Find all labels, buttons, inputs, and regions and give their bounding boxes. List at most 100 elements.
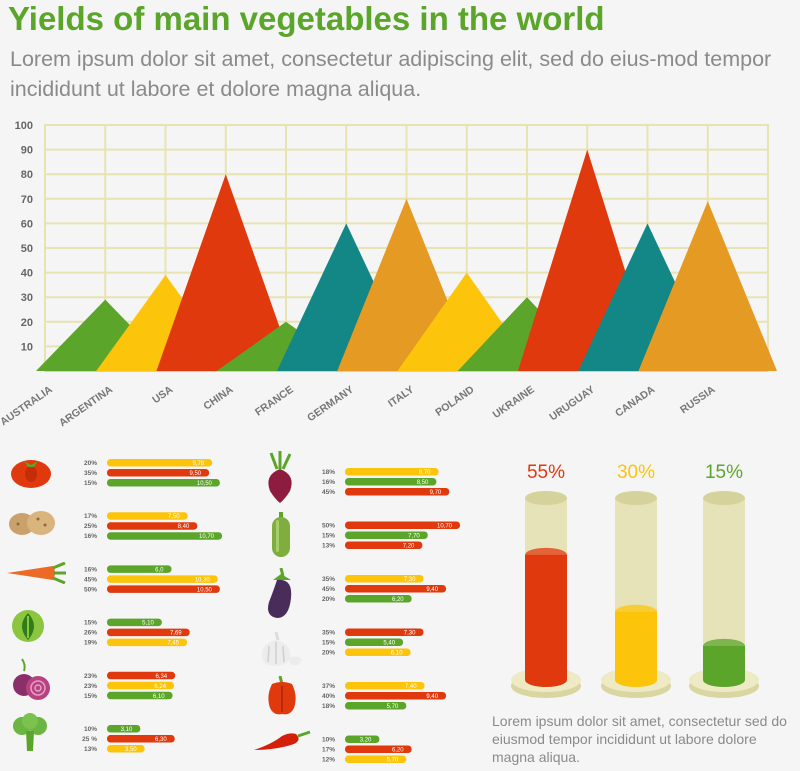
y-tick-label: 100: [15, 120, 33, 132]
bar-value-label: 5,70: [387, 758, 399, 764]
bar-mark: [107, 681, 175, 690]
cylinder-fill-bottom: [703, 673, 745, 687]
bar-percent-label: 37%: [322, 683, 335, 690]
bar-percent-label: 13%: [322, 543, 335, 550]
bar-value-label: 5,70: [387, 704, 399, 710]
bar-mark: [345, 648, 411, 656]
bar-value-label: 3,50: [125, 747, 137, 753]
cylinder-fill: [525, 554, 567, 680]
bar-percent-label: 10%: [84, 726, 97, 733]
cylinder-chart: 55% 30% 15%: [511, 462, 759, 698]
bar-mark: [107, 618, 162, 627]
bar-mark: [345, 595, 412, 603]
bar-value-label: 8,50: [417, 480, 429, 486]
bar-percent-label: 15%: [84, 620, 97, 627]
bar-percent-label: 23%: [84, 683, 97, 690]
bar-mark: [107, 585, 220, 593]
bar-mark: [345, 585, 447, 593]
bar-value-label: 5,40: [383, 641, 395, 647]
bar-value-label: 7,69: [170, 631, 182, 637]
bar-value-label: 8,40: [178, 524, 190, 530]
cylinder-fill-bottom: [525, 673, 567, 687]
garlic-icon: [261, 631, 302, 666]
bar-mark: [345, 755, 407, 763]
eggplant-icon: [268, 568, 292, 618]
bar-mark: [107, 565, 172, 573]
bar-value-label: 9,40: [426, 587, 438, 593]
x-tick-label: UKRAINE: [491, 384, 537, 421]
bar-value-label: 7,50: [168, 514, 180, 520]
bar-mark: [345, 682, 425, 690]
bar-mark: [107, 691, 173, 700]
cylinder-fill-bottom: [615, 673, 657, 687]
bell-pepper-icon: [268, 676, 296, 715]
footnote-text: Lorem ipsum dolor sit amet, consectetur …: [492, 713, 787, 765]
bar-mark: [107, 469, 210, 477]
bar-percent-label: 16%: [84, 566, 97, 573]
bar-value-label: 7,70: [408, 534, 420, 540]
bar-mark: [107, 725, 141, 733]
bar-percent-label: 40%: [322, 693, 335, 700]
peak-mark: [638, 201, 778, 371]
bar-value-label: 10,70: [199, 534, 215, 540]
y-tick-label: 30: [21, 292, 33, 304]
zucchini-icon: [272, 512, 290, 557]
bar-value-label: 10,70: [437, 524, 453, 530]
cylinder-label: 30%: [617, 462, 655, 483]
bar-mark: [107, 745, 145, 753]
beet-icon: [268, 451, 292, 503]
bar-percent-label: 20%: [322, 650, 335, 657]
cylinder-tube-top: [703, 491, 745, 505]
bar-mark: [345, 521, 461, 529]
bar-mark: [345, 531, 428, 539]
bar-percent-label: 20%: [322, 596, 335, 603]
bar-percent-label: 20%: [84, 460, 97, 467]
bar-mark: [107, 671, 176, 680]
cylinder-fill-top: [525, 547, 567, 562]
bar-mark: [345, 638, 404, 646]
bar-value-label: 7,30: [404, 631, 416, 637]
peak-mark: [156, 174, 296, 371]
bar-value-label: 7,40: [405, 684, 417, 690]
bar-value-label: 7,20: [403, 544, 415, 550]
bar-mark: [345, 702, 407, 710]
bar-value-label: 6,10: [153, 694, 165, 700]
bar-mark: [107, 638, 188, 647]
bar-mark: [345, 468, 439, 476]
broccoli-icon: [13, 713, 47, 751]
carrot-icon: [7, 562, 66, 584]
cylinder-label: 55%: [527, 462, 565, 483]
bar-percent-label: 25%: [84, 523, 97, 530]
bar-percent-label: 19%: [84, 640, 97, 647]
bar-mark: [107, 522, 198, 530]
bar-percent-label: 16%: [84, 533, 97, 540]
bar-mark: [345, 478, 437, 486]
y-tick-label: 20: [21, 317, 33, 329]
bar-percent-label: 23%: [84, 673, 97, 680]
bar-value-label: 3,10: [121, 727, 133, 733]
cylinder-fill-top: [615, 604, 657, 619]
y-tick-label: 60: [21, 218, 33, 230]
y-tick-label: 90: [21, 145, 33, 157]
chili-pepper-icon: [254, 730, 311, 750]
bar-percent-label: 15%: [322, 640, 335, 647]
y-tick-label: 70: [21, 194, 33, 206]
y-tick-label: 50: [21, 243, 33, 255]
y-tick-label: 10: [21, 341, 33, 353]
bar-mark: [107, 479, 220, 487]
bar-mark: [107, 735, 175, 743]
x-tick-label: RUSSIA: [678, 383, 718, 416]
bar-percent-label: 26%: [84, 630, 97, 637]
bar-mark: [345, 628, 424, 636]
bar-percent-label: 15%: [322, 533, 335, 540]
bar-value-label: 7,45: [167, 641, 179, 647]
bar-mark: [107, 575, 218, 583]
bar-percent-label: 10%: [322, 737, 335, 744]
cylinder-tube-top: [525, 491, 567, 505]
page-title: Yields of main vegetables in the world: [8, 0, 605, 37]
y-tick-label: 40: [21, 268, 33, 280]
cabbage-icon: [12, 610, 44, 642]
bar-percent-label: 50%: [84, 586, 97, 593]
bar-percent-label: 17%: [84, 513, 97, 520]
